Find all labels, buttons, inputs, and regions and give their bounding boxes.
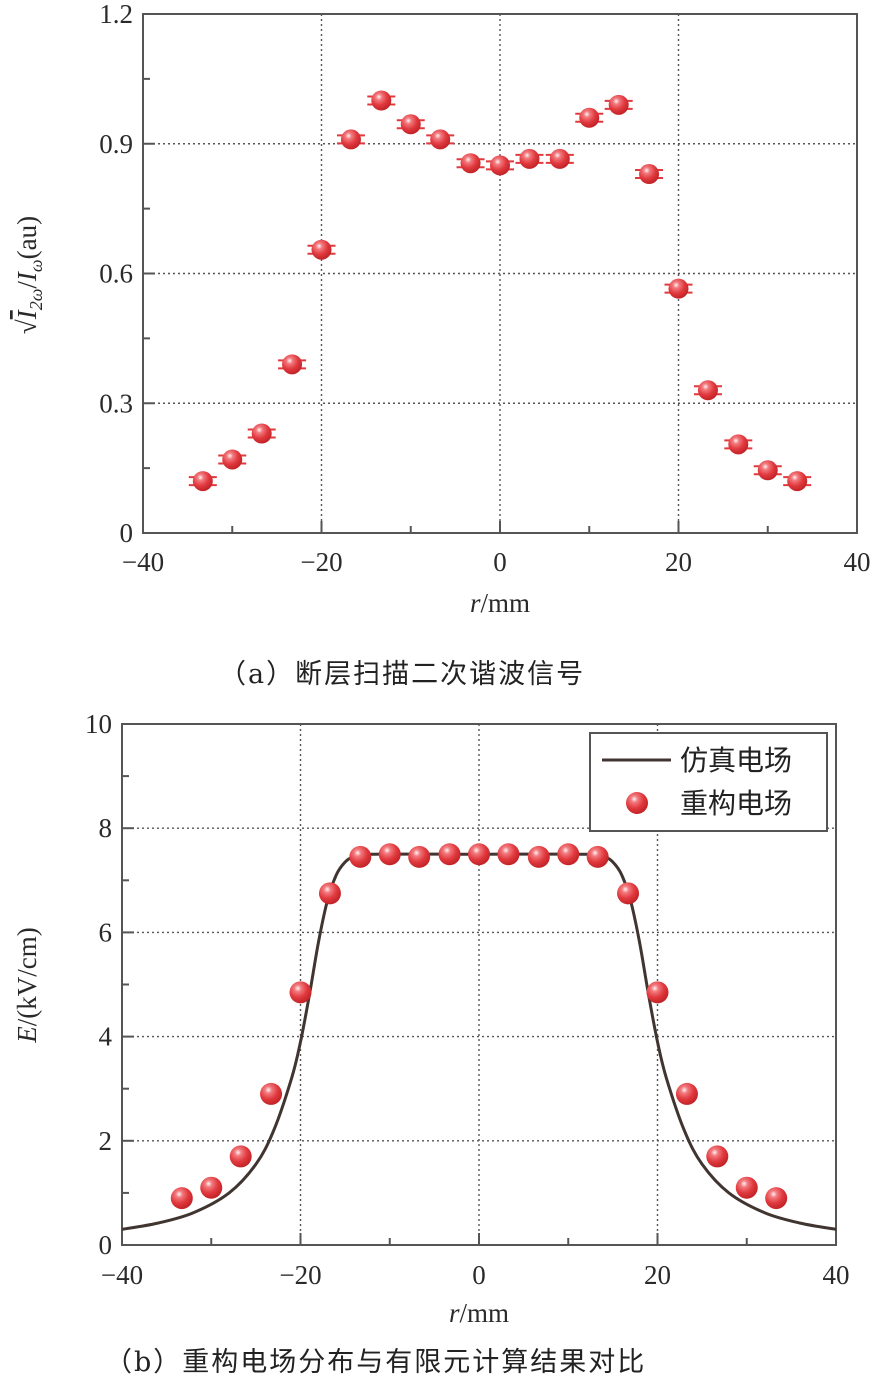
data-point: [349, 845, 372, 868]
data-point: [724, 434, 753, 455]
x-tick-label: −40: [122, 547, 164, 577]
data-point: [693, 380, 722, 401]
data-point: [664, 278, 693, 299]
caption-a: （a）断层扫描二次谐波信号: [219, 659, 586, 690]
data-point: [218, 449, 247, 470]
data-point: [247, 423, 276, 444]
data-point: [675, 1082, 698, 1105]
reconstructed-field-points: [170, 843, 788, 1210]
data-point: [617, 882, 640, 905]
y-tick-label: 0: [120, 518, 134, 548]
y-tick-label: 10: [85, 709, 112, 739]
data-point: [408, 845, 431, 868]
x-tick-label: 0: [493, 547, 507, 577]
data-point: [486, 155, 514, 176]
x-tick-label: 20: [665, 547, 692, 577]
data-point: [336, 129, 365, 150]
x-axis-title: r/mm: [470, 588, 530, 618]
chart-a-shg-signal: −40 −20 0 20 40 0 0.3 0.6 0.9 1.2 r/mm √I2ω/Iω(au): [12, 0, 871, 618]
grid-lines: [143, 14, 857, 533]
x-tick-label: 40: [823, 1260, 850, 1290]
data-point: [646, 981, 669, 1004]
y-tick-label: 0.9: [99, 129, 133, 159]
data-point: [515, 148, 544, 169]
y-tick-label: 8: [99, 813, 113, 843]
axis-ticks: [121, 723, 837, 1246]
data-point: [557, 843, 580, 866]
data-point: [706, 1145, 729, 1168]
tick-labels: −40 −20 0 20 40 0 0.3 0.6 0.9 1.2: [99, 0, 870, 577]
y-axis-title: √I2ω/Iω(au): [12, 216, 46, 334]
legend-label-simulated: 仿真电场: [680, 744, 792, 777]
data-point: [735, 1176, 758, 1199]
x-tick-label: −20: [279, 1260, 321, 1290]
y-axis-title: E/(kV/cm): [12, 927, 42, 1043]
data-point: [289, 981, 312, 1004]
x-tick-label: −40: [101, 1260, 143, 1290]
data-point: [438, 843, 461, 866]
data-point: [527, 845, 550, 868]
data-point: [753, 460, 782, 481]
legend-marker-swatch: [626, 792, 648, 814]
data-point: [200, 1176, 223, 1199]
data-point: [318, 882, 341, 905]
legend-label-reconstructed: 重构电场: [680, 787, 792, 820]
data-point: [456, 153, 485, 174]
x-tick-label: 0: [472, 1260, 486, 1290]
data-point: [497, 843, 520, 866]
axis-ticks: [142, 13, 858, 534]
data-point: [575, 107, 604, 128]
data-point: [260, 1082, 283, 1105]
data-point: [783, 471, 812, 492]
data-point: [604, 94, 633, 115]
x-tick-label: 40: [844, 547, 871, 577]
data-point: [378, 843, 401, 866]
caption-b: （b）重构电场分布与有限元计算结果对比: [105, 1347, 647, 1378]
data-point: [765, 1187, 788, 1210]
x-tick-label: 20: [644, 1260, 671, 1290]
data-point: [545, 148, 574, 169]
data-point: [367, 90, 396, 111]
data-point: [468, 843, 490, 866]
data-point: [307, 239, 336, 260]
y-tick-label: 4: [99, 1022, 113, 1052]
shg-data-points: [188, 90, 812, 492]
y-tick-label: 6: [99, 917, 113, 947]
data-point: [170, 1187, 193, 1210]
x-tick-label: −20: [300, 547, 342, 577]
tick-labels: −40 −20 0 20 40 0 2 4 6 8 10: [85, 709, 850, 1290]
data-point: [278, 354, 307, 375]
y-tick-label: 0: [99, 1230, 113, 1260]
data-point: [635, 164, 664, 185]
y-tick-label: 0.3: [99, 388, 133, 418]
y-tick-label: 0.6: [99, 259, 133, 289]
data-point: [396, 114, 425, 135]
data-point: [426, 129, 455, 150]
data-point: [586, 845, 609, 868]
data-point: [188, 471, 217, 492]
y-tick-label: 2: [99, 1126, 113, 1156]
data-point: [229, 1145, 252, 1168]
x-axis-title: r/mm: [449, 1298, 509, 1328]
y-tick-label: 1.2: [99, 0, 133, 29]
